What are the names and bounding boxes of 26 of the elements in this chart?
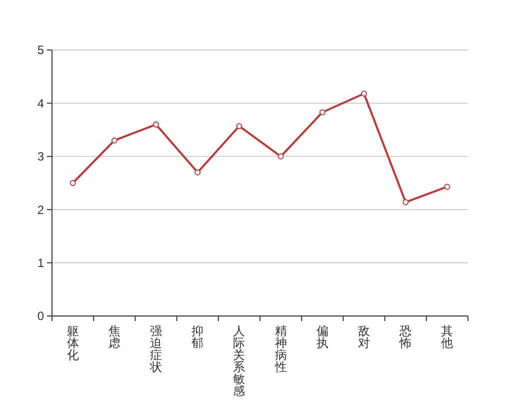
y-tick-label: 3 (37, 150, 44, 164)
x-tick-label: 其他 (441, 324, 454, 350)
point (444, 184, 450, 190)
y-tick-label: 4 (37, 96, 44, 110)
point (278, 153, 284, 160)
point (70, 180, 76, 186)
y-tick-label: 2 (37, 202, 44, 217)
x-tick-label: 躯体化 (66, 324, 79, 362)
x-tick-label: 精神病性 (274, 324, 287, 374)
y-tick-label: 0 (37, 309, 44, 324)
point (402, 199, 409, 206)
x-tick-label: 偏执 (316, 324, 328, 350)
y-tick-label: 5 (37, 43, 44, 58)
x-tick-label: 抑郁 (192, 324, 204, 350)
point (361, 90, 367, 97)
point (319, 109, 326, 116)
x-tick-label: 焦虑 (108, 324, 120, 350)
x-tick-label: 强迫症状 (149, 324, 162, 374)
x-tick-label: 人际关系敏感 (233, 324, 246, 398)
point (111, 137, 118, 144)
point (194, 169, 201, 176)
y-tick-label: 1 (37, 256, 44, 270)
point (153, 121, 159, 128)
x-tick-label: 敌对 (358, 324, 370, 350)
x-tick-label: 恐怖 (398, 324, 412, 350)
point (236, 123, 242, 130)
